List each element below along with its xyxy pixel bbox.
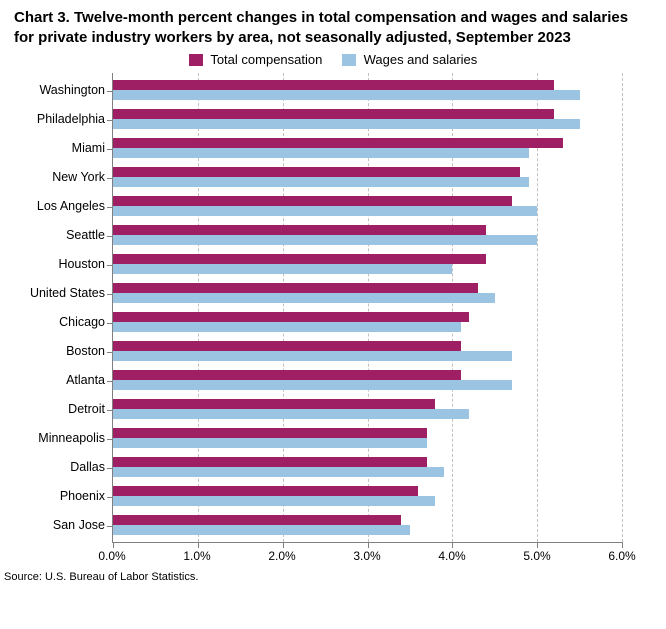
category-label: Seattle [9, 221, 105, 250]
data-row: Philadelphia [113, 105, 622, 134]
category-label: United States [9, 279, 105, 308]
legend: Total compensation Wages and salaries [0, 49, 666, 73]
x-axis: 0.0%1.0%2.0%3.0%4.0%5.0%6.0% [112, 543, 622, 565]
data-row: Dallas [113, 453, 622, 482]
category-label: Miami [9, 134, 105, 163]
data-row: Miami [113, 134, 622, 163]
category-label: Minneapolis [9, 424, 105, 453]
data-row: San Jose [113, 511, 622, 540]
category-label: Los Angeles [9, 192, 105, 221]
bar-wages-salaries [113, 322, 461, 332]
bar-total-compensation [113, 283, 478, 293]
chart: WashingtonPhiladelphiaMiamiNew YorkLos A… [14, 73, 652, 565]
data-row: Atlanta [113, 366, 622, 395]
bar-total-compensation [113, 254, 486, 264]
bar-wages-salaries [113, 380, 512, 390]
bar-total-compensation [113, 138, 563, 148]
bar-wages-salaries [113, 409, 469, 419]
x-tick-label: 4.0% [438, 549, 465, 563]
x-tick-label: 0.0% [98, 549, 125, 563]
data-row: Phoenix [113, 482, 622, 511]
bar-wages-salaries [113, 467, 444, 477]
bar-total-compensation [113, 341, 461, 351]
bar-total-compensation [113, 515, 401, 525]
bar-wages-salaries [113, 90, 580, 100]
data-row: Houston [113, 250, 622, 279]
data-row: Chicago [113, 308, 622, 337]
category-label: Washington [9, 76, 105, 105]
category-label: Houston [9, 250, 105, 279]
x-tick-label: 3.0% [353, 549, 380, 563]
category-label: Atlanta [9, 366, 105, 395]
legend-item-wages: Wages and salaries [342, 51, 477, 67]
category-label: Phoenix [9, 482, 105, 511]
bar-total-compensation [113, 109, 554, 119]
bar-total-compensation [113, 428, 427, 438]
legend-label-2: Wages and salaries [364, 52, 478, 67]
x-tick-label: 1.0% [183, 549, 210, 563]
source-line: Source: U.S. Bureau of Labor Statistics. [0, 565, 666, 583]
gridline [622, 73, 623, 542]
bar-total-compensation [113, 167, 520, 177]
bar-wages-salaries [113, 235, 537, 245]
bar-total-compensation [113, 399, 435, 409]
bar-wages-salaries [113, 496, 435, 506]
bar-total-compensation [113, 225, 486, 235]
bar-wages-salaries [113, 525, 410, 535]
category-label: Philadelphia [9, 105, 105, 134]
category-label: Boston [9, 337, 105, 366]
category-label: Detroit [9, 395, 105, 424]
bar-wages-salaries [113, 177, 529, 187]
x-tick-label: 5.0% [523, 549, 550, 563]
legend-item-total-comp: Total compensation [189, 51, 323, 67]
x-tick-label: 6.0% [608, 549, 635, 563]
legend-swatch-1 [189, 54, 203, 66]
category-label: New York [9, 163, 105, 192]
bar-total-compensation [113, 80, 554, 90]
bar-total-compensation [113, 312, 469, 322]
bar-total-compensation [113, 196, 512, 206]
data-row: Detroit [113, 395, 622, 424]
category-label: Chicago [9, 308, 105, 337]
plot-area: WashingtonPhiladelphiaMiamiNew YorkLos A… [112, 73, 622, 543]
data-row: United States [113, 279, 622, 308]
x-tick [622, 542, 623, 548]
bar-total-compensation [113, 370, 461, 380]
bar-wages-salaries [113, 148, 529, 158]
x-tick-label: 2.0% [268, 549, 295, 563]
data-row: Minneapolis [113, 424, 622, 453]
bar-total-compensation [113, 457, 427, 467]
category-label: San Jose [9, 511, 105, 540]
data-row: New York [113, 163, 622, 192]
data-row: Los Angeles [113, 192, 622, 221]
bar-wages-salaries [113, 119, 580, 129]
data-row: Boston [113, 337, 622, 366]
chart-title: Chart 3. Twelve-month percent changes in… [0, 0, 666, 49]
bar-wages-salaries [113, 206, 537, 216]
bar-wages-salaries [113, 264, 452, 274]
data-row: Washington [113, 76, 622, 105]
data-row: Seattle [113, 221, 622, 250]
category-label: Dallas [9, 453, 105, 482]
legend-label-1: Total compensation [210, 52, 322, 67]
legend-swatch-2 [342, 54, 356, 66]
bar-wages-salaries [113, 293, 495, 303]
bar-wages-salaries [113, 351, 512, 361]
bar-total-compensation [113, 486, 418, 496]
bar-wages-salaries [113, 438, 427, 448]
